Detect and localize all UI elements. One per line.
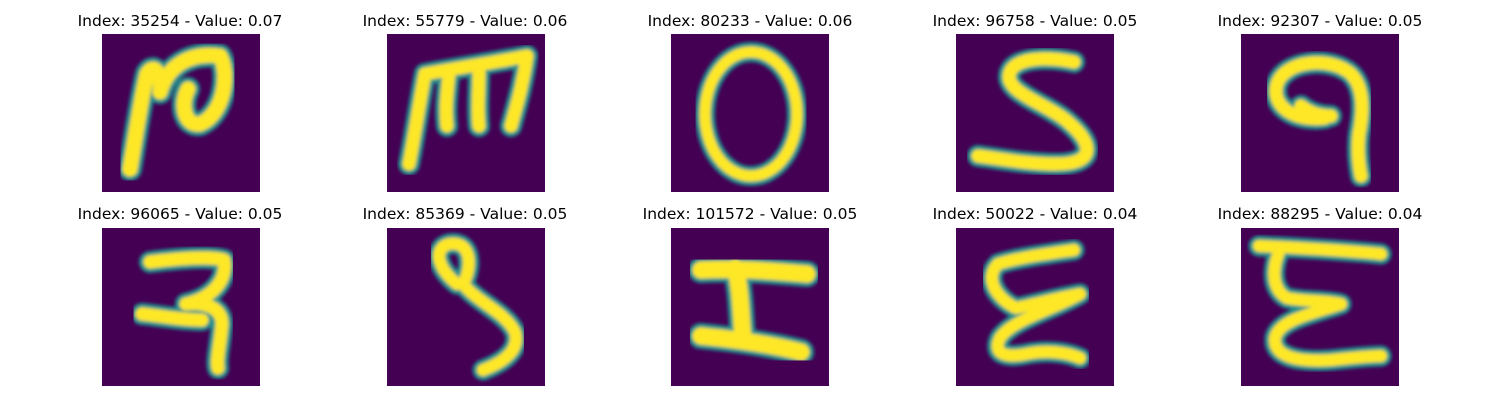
glyph-image-3 <box>671 34 829 192</box>
glyph-image-4 <box>956 34 1114 192</box>
panel-title-5: Index: 92307 - Value: 0.05 <box>1217 12 1423 30</box>
glyph-image-7 <box>387 228 545 386</box>
panel-title-9: Index: 50022 - Value: 0.04 <box>932 205 1138 223</box>
glyph-image-5 <box>1241 34 1399 192</box>
panel-title-4: Index: 96758 - Value: 0.05 <box>932 12 1138 30</box>
panel-title-1: Index: 35254 - Value: 0.07 <box>77 12 283 30</box>
panel-title-10: Index: 88295 - Value: 0.04 <box>1217 205 1423 223</box>
panel-title-8: Index: 101572 - Value: 0.05 <box>642 205 858 223</box>
glyph-image-10 <box>1241 228 1399 386</box>
glyph-image-1 <box>102 34 260 192</box>
panel-title-7: Index: 85369 - Value: 0.05 <box>362 205 568 223</box>
glyph-image-8 <box>671 228 829 386</box>
panel-title-3: Index: 80233 - Value: 0.06 <box>647 12 853 30</box>
panel-title-6: Index: 96065 - Value: 0.05 <box>77 205 283 223</box>
glyph-image-6 <box>102 228 260 386</box>
glyph-image-2 <box>387 34 545 192</box>
glyph-image-9 <box>956 228 1114 386</box>
panel-title-2: Index: 55779 - Value: 0.06 <box>362 12 568 30</box>
